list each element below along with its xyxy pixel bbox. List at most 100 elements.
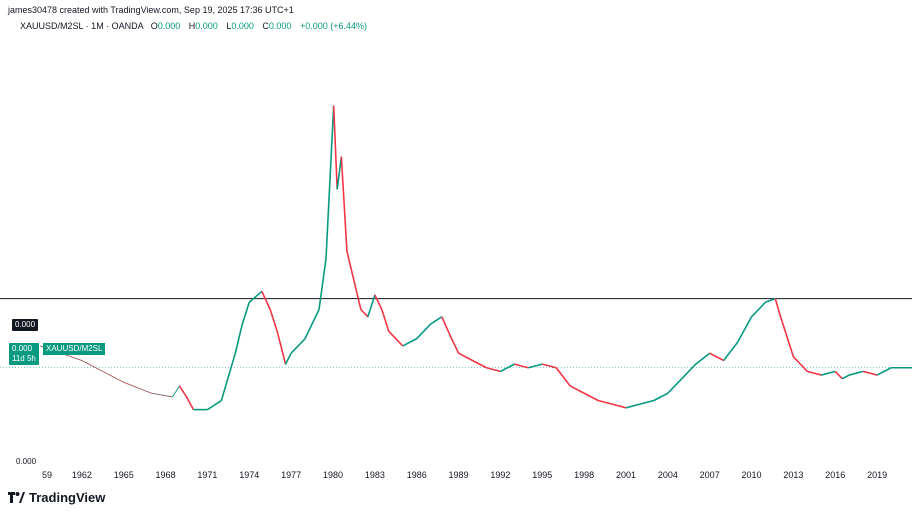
last-price-tag: 0.000 11d 5h bbox=[9, 343, 39, 365]
series-segment bbox=[185, 396, 195, 411]
series-segment bbox=[472, 359, 487, 369]
symbol-label[interactable]: XAUUSD/M2SL · 1M · OANDA bbox=[20, 21, 144, 31]
series-segment bbox=[542, 363, 557, 369]
series-segment bbox=[750, 301, 767, 318]
series-segment bbox=[500, 363, 515, 373]
series-segment bbox=[269, 309, 278, 332]
series-segment bbox=[402, 337, 418, 347]
series-line bbox=[39, 105, 912, 410]
x-tick-label: 1989 bbox=[448, 470, 469, 480]
series-segment bbox=[360, 308, 369, 318]
series-segment bbox=[862, 370, 878, 376]
series-segment bbox=[374, 294, 383, 310]
series-segment bbox=[441, 316, 453, 339]
x-tick-label: 2001 bbox=[615, 470, 636, 480]
series-segment bbox=[241, 301, 251, 325]
bar-countdown: 11d 5h bbox=[12, 354, 36, 363]
series-segment bbox=[821, 370, 836, 376]
x-tick-label: 1968 bbox=[155, 470, 176, 480]
low-value: 0.000 bbox=[231, 21, 254, 31]
series-segment bbox=[514, 363, 529, 369]
x-tick-label: 2010 bbox=[741, 470, 762, 480]
close-value: 0.000 bbox=[268, 21, 292, 31]
close-label: C bbox=[262, 21, 269, 31]
series-name-tag: XAUUSD/M2SL bbox=[43, 343, 106, 355]
x-tick-label: 1977 bbox=[281, 470, 302, 480]
series-segment bbox=[653, 392, 669, 402]
series-segment bbox=[555, 367, 571, 387]
series-segment bbox=[639, 399, 655, 405]
series-segment bbox=[450, 338, 460, 354]
series-segment bbox=[807, 370, 822, 376]
series-segment bbox=[220, 352, 237, 401]
series-segment bbox=[332, 105, 338, 190]
series-segment bbox=[792, 356, 801, 365]
x-tick-label: 1962 bbox=[71, 470, 92, 480]
x-tick-label: 1986 bbox=[406, 470, 427, 480]
series-segment bbox=[381, 309, 390, 332]
series-segment bbox=[681, 363, 697, 380]
series-segment bbox=[625, 403, 641, 409]
series-segment bbox=[318, 258, 327, 310]
ohlc-legend: XAUUSD/M2SL · 1M · OANDA O0.000 H0.000 L… bbox=[20, 21, 367, 31]
x-tick-label: 1992 bbox=[490, 470, 511, 480]
open-label: O bbox=[150, 21, 158, 31]
series-segment bbox=[611, 403, 627, 409]
x-tick-label: 2019 bbox=[867, 470, 888, 480]
high-value: 0.000 bbox=[195, 21, 218, 31]
series-segment bbox=[325, 105, 335, 259]
x-tick-label: 1974 bbox=[239, 470, 260, 480]
series-segment bbox=[528, 363, 543, 369]
series-segment bbox=[367, 294, 376, 318]
series-segment bbox=[765, 297, 776, 303]
series-segment bbox=[340, 156, 348, 252]
x-tick-label: 1983 bbox=[364, 470, 385, 480]
x-tick-label: 59 bbox=[41, 470, 53, 480]
series-segment bbox=[290, 338, 306, 354]
price-series bbox=[39, 105, 912, 411]
series-segment bbox=[336, 156, 343, 190]
series-segment bbox=[234, 323, 244, 354]
series-segment bbox=[178, 385, 188, 398]
series-segment bbox=[736, 316, 753, 343]
chart-credit: james30478 created with TradingView.com,… bbox=[8, 5, 294, 15]
tradingview-logo: TradingView bbox=[8, 490, 105, 505]
series-segment bbox=[151, 392, 173, 398]
series-segment bbox=[416, 323, 432, 340]
series-segment bbox=[569, 385, 585, 394]
x-tick-label: 2004 bbox=[657, 470, 678, 480]
x-tick-label: 2007 bbox=[699, 470, 720, 480]
series-segment bbox=[709, 352, 725, 362]
series-segment bbox=[778, 312, 788, 336]
series-segment bbox=[81, 360, 124, 383]
high-label: H bbox=[188, 21, 196, 31]
series-segment bbox=[284, 352, 292, 365]
brand-name: TradingView bbox=[29, 490, 106, 505]
series-segment bbox=[876, 367, 892, 376]
change-value: +0.000 (+6.44%) bbox=[299, 21, 367, 31]
series-segment bbox=[774, 298, 781, 314]
series-segment bbox=[248, 290, 263, 303]
series-segment bbox=[123, 382, 152, 394]
series-segment bbox=[695, 352, 711, 365]
series-segment bbox=[261, 290, 271, 310]
series-segment bbox=[304, 309, 320, 339]
x-tick-label: 1995 bbox=[532, 470, 553, 480]
series-segment bbox=[849, 370, 864, 376]
tradingview-icon bbox=[8, 491, 25, 504]
series-segment bbox=[430, 316, 443, 325]
series-segment bbox=[346, 251, 355, 281]
price-axis-label: 0.000 bbox=[16, 457, 37, 466]
series-segment bbox=[206, 399, 222, 411]
series-segment bbox=[785, 334, 795, 358]
series-segment bbox=[597, 399, 613, 405]
series-segment bbox=[172, 385, 180, 398]
last-price-value: 0.000 bbox=[12, 344, 33, 353]
series-segment bbox=[723, 341, 739, 361]
series-segment bbox=[841, 374, 850, 380]
x-tick-label: 1971 bbox=[197, 470, 218, 480]
series-segment bbox=[458, 352, 473, 362]
horizontal-line-price-tag: 0.000 bbox=[12, 319, 39, 331]
series-segment bbox=[388, 330, 404, 347]
